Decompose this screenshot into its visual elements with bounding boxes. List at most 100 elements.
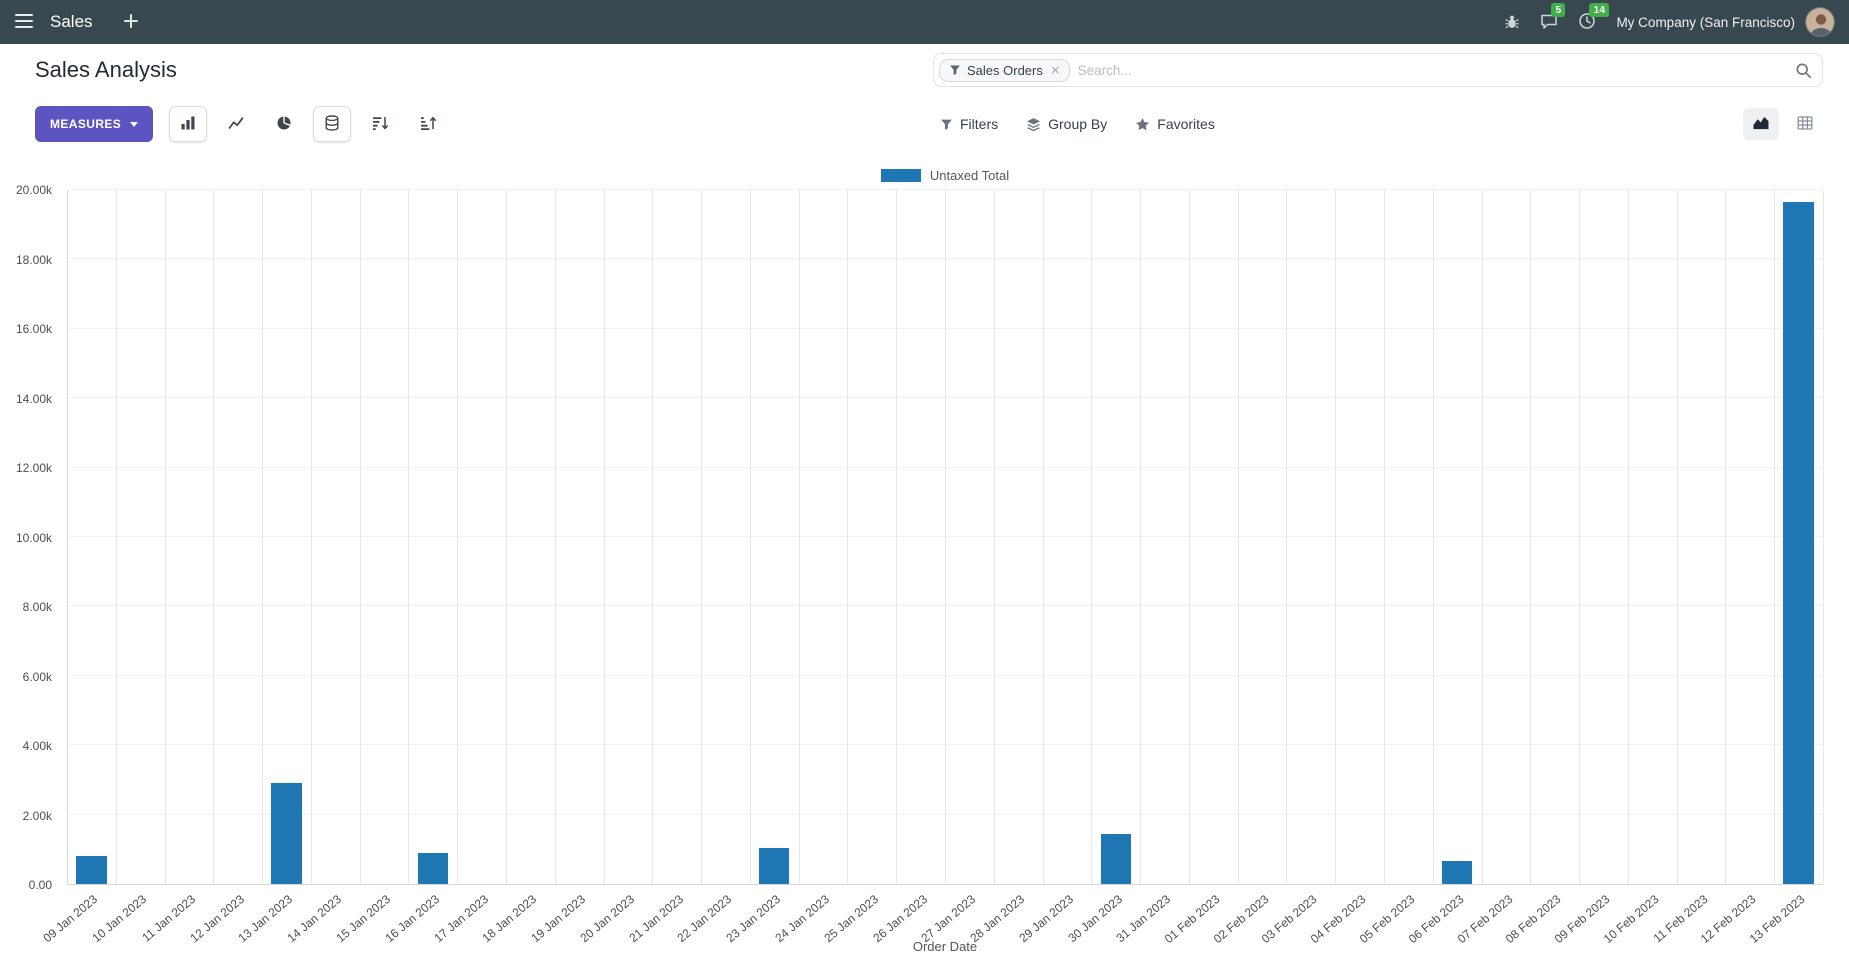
line-chart-icon [228,115,244,134]
star-icon [1135,117,1150,132]
line-chart-button[interactable] [217,106,255,142]
search-bar[interactable]: Sales Orders × [933,53,1823,87]
measures-button-label: MEASURES [50,117,122,131]
sort-descending-button[interactable] [361,106,399,142]
sort-ascending-icon [420,115,437,134]
gridline-vertical [1725,190,1727,884]
filters-label: Filters [960,116,999,132]
gridline-vertical [1579,190,1581,884]
group-by-button[interactable]: Group By [1026,116,1107,132]
sort-descending-icon [372,115,389,134]
navbar-left: Sales [0,0,153,44]
pie-chart-icon [276,115,292,134]
activities-button[interactable]: 14 [1578,2,1610,33]
gridline-vertical [1774,190,1776,884]
filter-icon [949,64,961,76]
pivot-view-button[interactable] [1787,108,1823,140]
control-panel-top: Sales Analysis Sales Orders × [0,44,1849,96]
y-tick-label: 20.00k [15,183,52,197]
bar-13-jan-2023 [271,783,302,884]
gridline-vertical [652,190,654,884]
gridline-vertical [1627,190,1629,884]
x-axis-title: Order Date [912,939,978,954]
pie-chart-button[interactable] [265,106,303,142]
y-tick-label: 8.00k [22,600,52,614]
measures-button[interactable]: MEASURES [35,106,154,142]
facet-remove-icon[interactable]: × [1050,61,1060,79]
messages-counter-badge: 5 [1551,2,1566,17]
new-tab-button[interactable] [109,0,153,44]
graph-view-button[interactable] [1743,108,1779,140]
menu-icon [15,13,33,31]
gridline-vertical [1384,190,1385,884]
gridline-vertical [1823,190,1824,884]
gridline-vertical [603,190,605,884]
app-name[interactable]: Sales [50,12,93,31]
gridline-vertical [310,190,312,884]
gridline-vertical [993,190,995,884]
chart-toolbar [169,106,447,142]
gridline-horizontal [67,189,1823,190]
bar-09-jan-2023 [76,856,107,884]
database-stacked-icon [324,114,340,134]
gridline-vertical [1286,190,1288,884]
chart-legend[interactable]: Untaxed Total [67,168,1823,183]
group-by-label: Group By [1048,116,1108,132]
search-facet-sales-orders[interactable]: Sales Orders × [939,58,1070,82]
gridline-vertical [554,190,556,884]
favorites-button[interactable]: Favorites [1135,116,1215,132]
apps-menu-button[interactable] [0,0,48,44]
gridline-vertical [457,190,459,884]
filters-button[interactable]: Filters [940,116,998,132]
top-navbar: Sales 5 [0,0,1849,44]
bar-30-jan-2023 [1100,833,1131,884]
gridline-vertical [1432,190,1434,884]
legend-swatch [880,169,921,182]
filters-funnel-icon [940,118,953,131]
gridline-vertical [262,190,264,884]
search-input[interactable] [1077,62,1787,78]
gridline-vertical [359,190,361,884]
graph-view: Untaxed Total 0.00 2.00k 4.00k 6.00k 8.00k 10… [0,152,1849,958]
company-name: My Company (San Francisco) [1616,14,1795,30]
search-icon[interactable] [1795,62,1812,79]
stacked-toggle-button[interactable] [313,106,352,142]
bar-chart-button[interactable] [169,106,208,142]
bar-23-jan-2023 [759,847,790,884]
y-tick-label: 0.00 [28,878,52,892]
search-options: Filters Group By Favorites [940,116,1215,132]
y-tick-label: 14.00k [15,391,52,406]
caret-down-icon [130,121,139,127]
group-by-layers-icon [1026,117,1041,132]
gridline-vertical [115,190,117,884]
debug-bug-icon[interactable] [1504,14,1520,30]
gridline-vertical [1237,190,1239,884]
view-switcher [1743,108,1823,140]
gridline-vertical [945,190,946,884]
gridline-vertical [1481,190,1483,884]
search-facet-label: Sales Orders [967,62,1043,78]
messages-button[interactable]: 5 [1540,2,1566,33]
bar-13-feb-2023 [1783,202,1814,884]
bar-06-feb-2023 [1442,861,1473,884]
gridline-vertical [506,190,507,884]
favorites-label: Favorites [1157,116,1215,132]
gridline-vertical [701,190,703,884]
gridline-vertical [749,190,751,884]
y-tick-label: 2.00k [22,808,52,823]
clock-icon [1578,12,1596,33]
gridline-vertical [164,190,166,884]
gridline-vertical [67,190,68,884]
control-panel-buttons: MEASURES [0,96,1849,152]
gridline-vertical [1042,190,1044,884]
sort-ascending-button[interactable] [409,106,447,142]
y-tick-label: 6.00k [22,669,52,684]
avatar [1805,7,1835,37]
page-title: Sales Analysis [35,57,177,82]
user-menu-button[interactable]: My Company (San Francisco) [1616,7,1835,37]
y-tick-label: 18.00k [15,252,52,267]
gridline-vertical [213,190,215,884]
gridline-vertical [1676,190,1678,884]
gridline-vertical [896,190,898,884]
plot-area [67,189,1824,885]
